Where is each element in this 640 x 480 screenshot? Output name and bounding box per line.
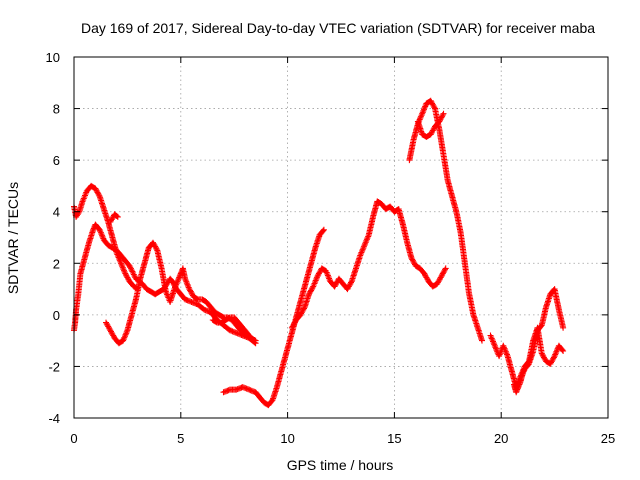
x-tick-label: 15 bbox=[387, 431, 401, 446]
series-arc-6b bbox=[414, 110, 447, 140]
plot-frame bbox=[73, 56, 609, 419]
y-tick-label: 4 bbox=[53, 205, 60, 220]
y-tick-label: -4 bbox=[48, 411, 60, 426]
grid-lines bbox=[74, 57, 608, 418]
y-tick-label: 8 bbox=[53, 102, 60, 117]
chart-title: Day 169 of 2017, Sidereal Day-to-day VTE… bbox=[81, 20, 595, 36]
y-axis-label: SDTVAR / TECUs bbox=[5, 182, 21, 294]
y-tick-label: 6 bbox=[53, 153, 60, 168]
x-tick-label: 25 bbox=[601, 431, 615, 446]
x-tick-label: 10 bbox=[280, 431, 294, 446]
series-arc-3 bbox=[103, 239, 248, 347]
x-tick-label: 0 bbox=[70, 431, 77, 446]
x-tick-label: 5 bbox=[177, 431, 184, 446]
y-tick-label: 0 bbox=[53, 308, 60, 323]
x-tick-labels: 0 5 10 15 20 25 bbox=[70, 431, 615, 446]
x-tick-label: 20 bbox=[494, 431, 508, 446]
y-tick-labels: -4 -2 0 2 4 6 8 10 bbox=[46, 50, 60, 426]
series-arc-5 bbox=[288, 198, 449, 331]
x-axis-label: GPS time / hours bbox=[287, 457, 394, 473]
series-layer bbox=[71, 97, 567, 409]
y-tick-label: 2 bbox=[53, 256, 60, 271]
series-arc-6 bbox=[406, 97, 485, 344]
series-arc-3b bbox=[209, 314, 259, 344]
series-arc-1b bbox=[107, 211, 121, 225]
series-arc-7 bbox=[487, 324, 567, 391]
y-tick-label: 10 bbox=[46, 50, 60, 65]
series-arc-4 bbox=[220, 226, 327, 409]
tick-marks bbox=[73, 56, 609, 419]
y-tick-label: -2 bbox=[48, 359, 60, 374]
series-arc-7b bbox=[511, 286, 567, 396]
